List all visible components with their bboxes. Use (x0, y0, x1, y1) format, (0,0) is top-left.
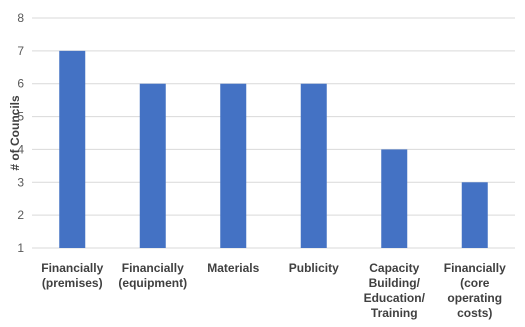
y-tick-label: 3 (17, 175, 24, 189)
y-tick-label: 2 (17, 208, 24, 222)
bars (59, 50, 488, 248)
bar (139, 83, 166, 248)
gridlines (32, 17, 515, 249)
y-tick-label: 5 (17, 110, 24, 124)
bar (220, 83, 247, 248)
category-label: Capacity Building/Education/Training (364, 261, 426, 320)
y-axis-ticks: 1 2 3 4 5 6 7 8 (17, 11, 24, 255)
category-label: Financially (premises) (41, 261, 103, 290)
bar (59, 50, 86, 248)
category-label: Publicity (289, 261, 339, 275)
bar (381, 149, 408, 248)
y-tick-label: 7 (17, 44, 24, 58)
y-tick-label: 6 (17, 77, 24, 91)
category-label: Financially (equipment) (118, 261, 187, 290)
category-label: Financially (core operating costs) (444, 261, 506, 320)
bar (300, 83, 327, 248)
y-tick-label: 4 (17, 142, 24, 156)
bar (461, 182, 488, 248)
category-label: Materials (207, 261, 259, 275)
y-axis-title: # of Councils (8, 95, 22, 171)
x-axis-labels: Financially (premises) Financially (equipme… (41, 261, 506, 320)
y-tick-label: 1 (17, 241, 24, 255)
y-tick-label: 8 (17, 11, 24, 25)
